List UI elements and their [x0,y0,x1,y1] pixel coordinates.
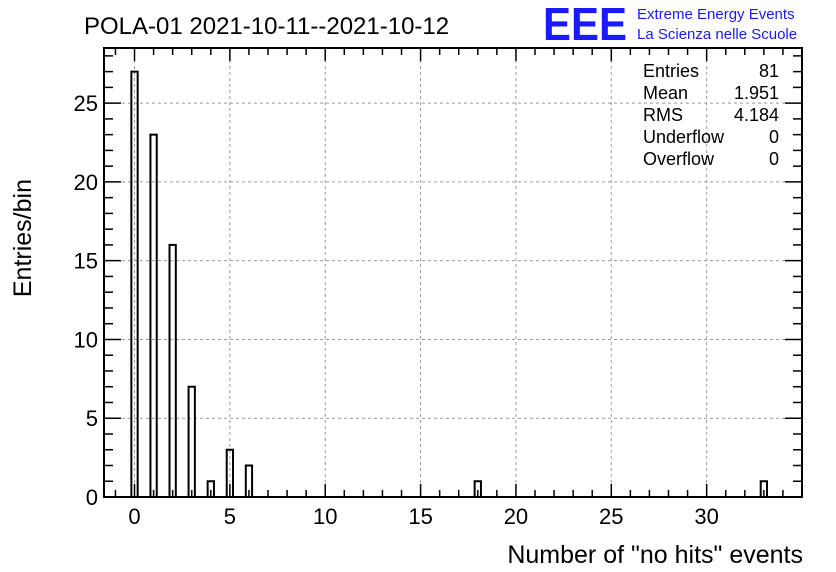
x-tick-label: 20 [504,504,528,529]
stats-value: 1.951 [734,83,779,103]
x-tick-label: 0 [128,504,140,529]
x-tick-label: 25 [599,504,623,529]
logo-mark: EEE [543,0,627,50]
stats-box: Entries 81 Mean 1.951 RMS 4.184 Underflow 0 Over… [643,61,779,169]
y-tick-label: 10 [74,327,98,352]
grid [104,48,802,497]
x-tick-label: 15 [408,504,432,529]
eee-logo: EEE Extreme Energy Events La Scienza nel… [543,0,797,50]
stats-value: 0 [769,149,779,169]
stats-label: RMS [643,105,683,125]
x-tick-label: 5 [224,504,236,529]
stats-value: 81 [759,61,779,81]
axis-ticks: 0 5 10 15 20 25 30 0 5 10 15 20 25 [74,48,803,529]
x-axis-label: Number of "no hits" events [507,541,803,569]
stats-label: Underflow [643,127,725,147]
y-tick-label: 25 [74,91,98,116]
stats-value: 0 [769,127,779,147]
y-axis-label: Entries/bin [9,179,37,297]
histogram-bar [187,385,196,498]
stats-label: Mean [643,83,688,103]
x-tick-label: 10 [313,504,337,529]
x-tick-label: 30 [694,504,718,529]
y-tick-label: 5 [86,406,98,431]
histogram-bar [149,133,158,499]
stats-label: Entries [643,61,699,81]
stats-label: Overflow [643,149,715,169]
y-tick-label: 0 [86,485,98,510]
y-tick-label: 20 [74,170,98,195]
plot-frame [103,47,803,498]
y-tick-label: 15 [74,249,98,274]
logo-line-2: La Scienza nelle Scuole [637,26,797,43]
histogram-bar [168,243,177,498]
logo-line-1: Extreme Energy Events [637,6,795,23]
stats-value: 4.184 [734,105,779,125]
chart-title: POLA-01 2021-10-11--2021-10-12 [84,13,449,40]
